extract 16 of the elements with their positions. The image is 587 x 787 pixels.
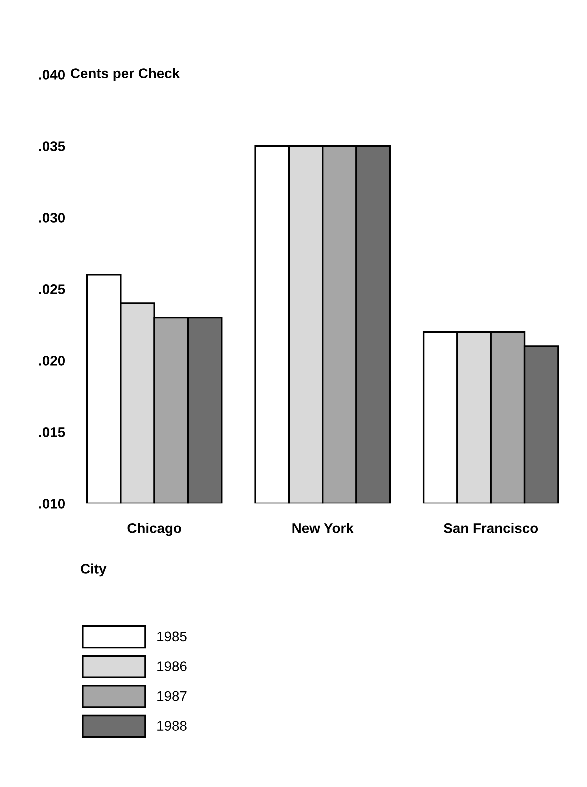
legend-label: 1987 (158, 691, 187, 702)
y-tick-label: .020 (39, 356, 66, 366)
y-axis-title: Cents per Check (71, 68, 180, 82)
legend-label: 1985 (158, 632, 187, 642)
x-tick-label: San Francisco (444, 523, 538, 534)
y-tick-label: .025 (39, 284, 66, 294)
y-tick-label: .010 (39, 499, 66, 509)
x-axis-title: City (81, 564, 107, 577)
x-tick-label: Chicago (128, 523, 182, 536)
x-tick-label: New York (292, 523, 354, 534)
y-tick-label: .015 (39, 428, 66, 438)
legend-label: 1988 (158, 721, 187, 732)
y-tick-label: .030 (39, 213, 66, 223)
y-tick-label: .040 (39, 70, 66, 80)
y-tick-label: .035 (39, 142, 66, 152)
legend-label: 1986 (158, 662, 187, 672)
